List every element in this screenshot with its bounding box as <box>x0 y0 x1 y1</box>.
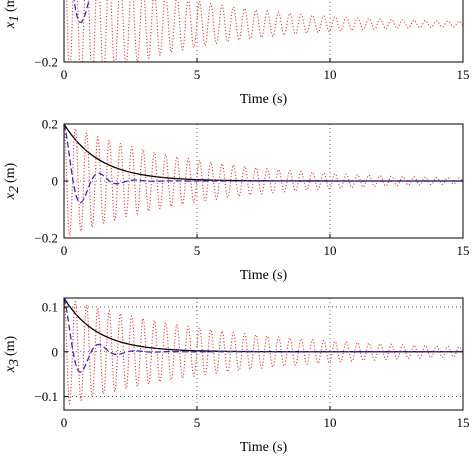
ylabel-var-x2: x <box>3 192 18 200</box>
ylabel-sub-x1: 1 <box>7 15 22 22</box>
xtick-label-x2: 0 <box>61 243 68 258</box>
grid-x1 <box>196 0 331 62</box>
xlabel-x1: Time (s) <box>240 92 288 107</box>
ylabel-x2: x2 (m) <box>3 162 22 200</box>
series-line-dotted-x3 <box>64 298 463 405</box>
series-x3 <box>64 298 463 405</box>
ytick-label-x3: 0 <box>52 344 59 359</box>
series-line-solid-x2 <box>64 124 463 182</box>
series-line-dashed-x3 <box>64 298 463 373</box>
ylabel-sub-x2: 2 <box>7 186 22 193</box>
xlabel-x2: Time (s) <box>240 268 288 283</box>
ylabel-var-x1: x <box>3 21 18 29</box>
xtick-label-x3: 0 <box>61 415 68 430</box>
ylabel-unit-x3: (m) <box>3 335 18 356</box>
grid-x3 <box>64 298 463 410</box>
ticks-x2: 0 5 10 150.20−0.2 <box>34 117 469 259</box>
ylabel-sub-x3: 3 <box>7 359 22 367</box>
ytick-label-x2: 0 <box>52 174 59 189</box>
series-line-dotted-x2 <box>64 124 463 237</box>
plot-frame-x1 <box>63 0 464 63</box>
ytick-label-x1: −0.2 <box>34 55 58 70</box>
ytick-label-x3: −0.1 <box>34 389 58 404</box>
xtick-label-x3: 5 <box>194 415 201 430</box>
ytick-label-x2: 0.2 <box>42 117 58 132</box>
panel-x2: 0 5 10 150.20−0.2 Time (s) x2(m) <box>3 117 470 284</box>
plot-frame-x3 <box>63 297 464 411</box>
xtick-label-x2: 5 <box>194 243 201 258</box>
series-line-dotted-x1 <box>66 0 463 62</box>
xtick-label-x1: 15 <box>457 67 470 82</box>
ytick-label-x3: 0.1 <box>42 299 58 314</box>
ylabel-x1: x1 (m) <box>3 0 22 29</box>
series-x1 <box>66 0 463 62</box>
series-line-dashed-x2 <box>64 124 463 204</box>
xtick-label-x1: 10 <box>324 67 337 82</box>
ticks-x3: 0 5 10 150.10−0.1 <box>34 299 469 430</box>
ylabel-unit-x1: (m) <box>3 0 18 12</box>
xtick-label-x2: 15 <box>457 243 470 258</box>
ylabel-x3: x3 (m) <box>3 335 22 373</box>
xtick-label-x1: 0 <box>61 67 68 82</box>
xtick-label-x3: 15 <box>457 415 470 430</box>
panel-x3: 0 5 10 150.10−0.1 Time (s) x3(m) <box>3 297 470 455</box>
xlabel-x3: Time (s) <box>240 440 288 455</box>
ylabel-unit-x2: (m) <box>3 162 18 183</box>
xtick-label-x1: 5 <box>194 67 201 82</box>
series-line-solid-x3 <box>64 298 463 353</box>
ytick-label-x2: −0.2 <box>34 231 58 246</box>
xtick-label-x2: 10 <box>324 243 337 258</box>
series-line-dashed-x1 <box>73 0 90 24</box>
series-x2 <box>64 124 463 237</box>
ylabel-var-x3: x <box>3 365 18 373</box>
xtick-label-x3: 10 <box>324 415 337 430</box>
